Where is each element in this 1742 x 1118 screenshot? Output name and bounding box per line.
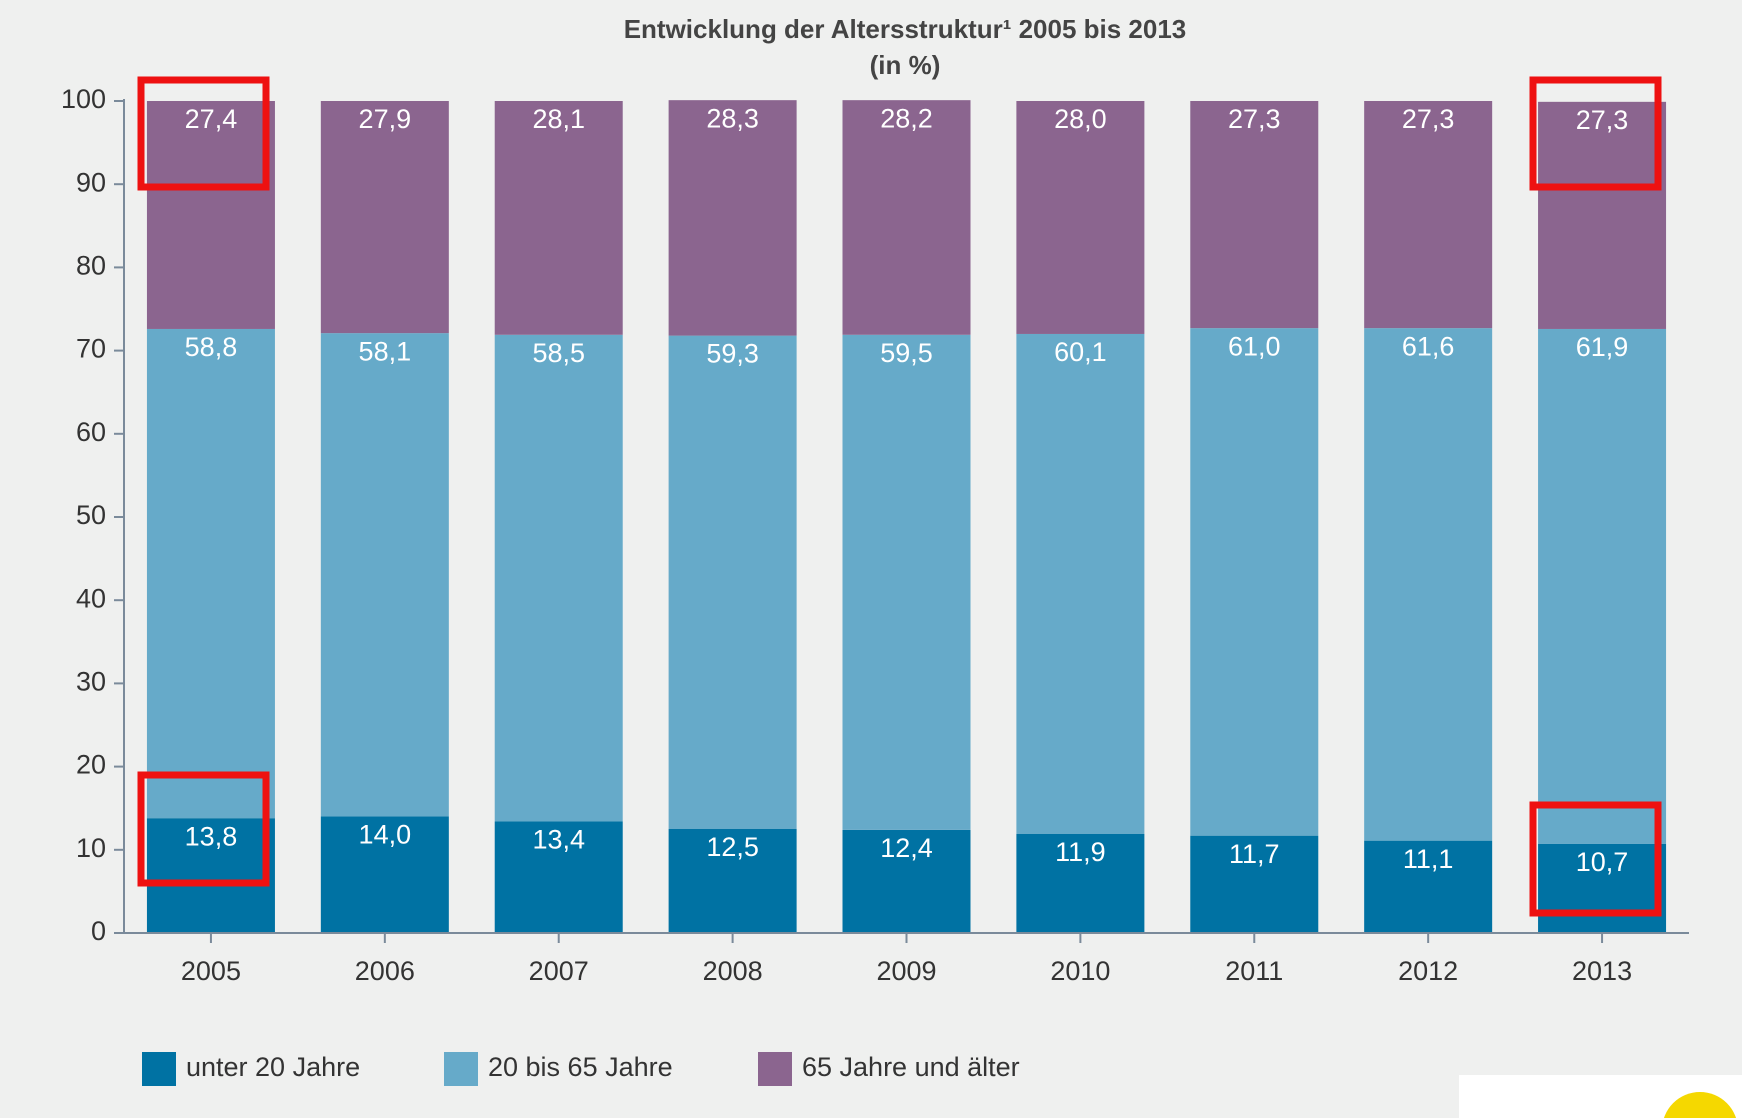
bar-segment (842, 100, 971, 335)
y-tick-label: 10 (76, 833, 106, 863)
chart-title: Entwicklung der Altersstruktur¹ 2005 bis… (624, 14, 1187, 44)
data-label: 12,4 (880, 833, 933, 863)
bar-segment (842, 334, 971, 830)
y-tick-label: 80 (76, 251, 106, 281)
highlight-boxes (137, 76, 1662, 917)
y-tick-label: 0 (91, 916, 106, 946)
legend-swatch (758, 1052, 792, 1086)
legend-label: 20 bis 65 Jahre (488, 1052, 673, 1082)
data-label: 27,3 (1402, 104, 1455, 134)
x-tick-label: 2006 (355, 956, 415, 986)
legend-label: 65 Jahre und älter (802, 1052, 1020, 1082)
bar-segment (1364, 101, 1493, 329)
bar-segment (1538, 328, 1667, 844)
highlight-box (1529, 76, 1662, 191)
data-label: 11,7 (1229, 839, 1280, 869)
bar-segment (1364, 840, 1493, 933)
bar-segment (668, 100, 797, 336)
data-label: 10,7 (1576, 847, 1629, 877)
x-tick-label: 2012 (1398, 956, 1458, 986)
y-tick-label: 60 (76, 417, 106, 447)
data-label: 61,9 (1576, 332, 1629, 362)
bar-segment (494, 821, 623, 933)
bar-segment (1016, 333, 1145, 834)
y-tick-label: 20 (76, 750, 106, 780)
bar-segment (146, 328, 275, 819)
bar-segment (1190, 835, 1319, 933)
data-label: 27,3 (1576, 105, 1629, 135)
data-label: 28,2 (880, 103, 933, 133)
y-tick-label: 30 (76, 667, 106, 697)
bar-segment (1538, 101, 1667, 329)
x-tick-label: 2005 (181, 956, 241, 986)
x-tick-label: 2010 (1050, 956, 1110, 986)
data-label: 59,5 (880, 338, 933, 368)
data-label: 27,3 (1228, 104, 1281, 134)
bar-segment (1190, 328, 1319, 836)
bar-segment (1190, 101, 1319, 329)
data-label: 28,1 (532, 104, 585, 134)
bar-segment (668, 335, 797, 829)
data-label: 58,8 (185, 332, 238, 362)
x-tick-label: 2013 (1572, 956, 1632, 986)
legend-swatch (444, 1052, 478, 1086)
bar-segment (320, 101, 449, 334)
bar-segment (668, 829, 797, 933)
x-tick-label: 2007 (529, 956, 589, 986)
y-tick-label: 40 (76, 583, 106, 613)
bar-segment (494, 334, 623, 822)
data-label: 27,9 (359, 104, 412, 134)
bar-segment (146, 818, 275, 933)
data-label: 13,8 (185, 821, 238, 851)
bar-segment (320, 333, 449, 817)
y-tick-label: 90 (76, 167, 106, 197)
x-tick-label: 2011 (1225, 956, 1283, 986)
data-label: 60,1 (1054, 337, 1107, 367)
highlight-box (137, 771, 270, 887)
data-label: 58,5 (532, 338, 585, 368)
data-label: 13,4 (532, 825, 585, 855)
data-label: 61,6 (1402, 331, 1455, 361)
data-label: 12,5 (706, 832, 759, 862)
x-tick-label: 2008 (703, 956, 763, 986)
data-label: 11,9 (1055, 837, 1106, 867)
bar-segment (494, 101, 623, 335)
data-label: 27,4 (185, 104, 238, 134)
x-tick-label: 2009 (876, 956, 936, 986)
highlight-box (1529, 801, 1662, 917)
data-label: 58,1 (359, 336, 412, 366)
y-tick-label: 100 (61, 84, 106, 114)
bar-segment (1538, 843, 1667, 933)
data-label: 28,0 (1054, 104, 1107, 134)
bar-segment (842, 829, 971, 933)
bar-segment (320, 816, 449, 933)
bar-segment (1364, 328, 1493, 841)
y-tick-label: 50 (76, 500, 106, 530)
data-label: 14,0 (359, 820, 412, 850)
logo-sun (1663, 1092, 1737, 1118)
y-tick-label: 70 (76, 334, 106, 364)
legend-swatch (142, 1052, 176, 1086)
data-label: 11,1 (1403, 844, 1454, 874)
bar-segment (1016, 101, 1145, 334)
data-label: 61,0 (1228, 331, 1281, 361)
data-label: 59,3 (706, 339, 759, 369)
plot: 0 10 20 30 40 50 60 70 80 90 100 13,8 58,8 27,4 2005 14… (61, 84, 1689, 1086)
highlight-box (137, 76, 270, 191)
bar-segment (1016, 833, 1145, 933)
legend-label: unter 20 Jahre (186, 1052, 360, 1082)
data-label: 28,3 (706, 103, 759, 133)
bar-segment (146, 101, 275, 329)
chart-subtitle: (in %) (870, 50, 941, 80)
